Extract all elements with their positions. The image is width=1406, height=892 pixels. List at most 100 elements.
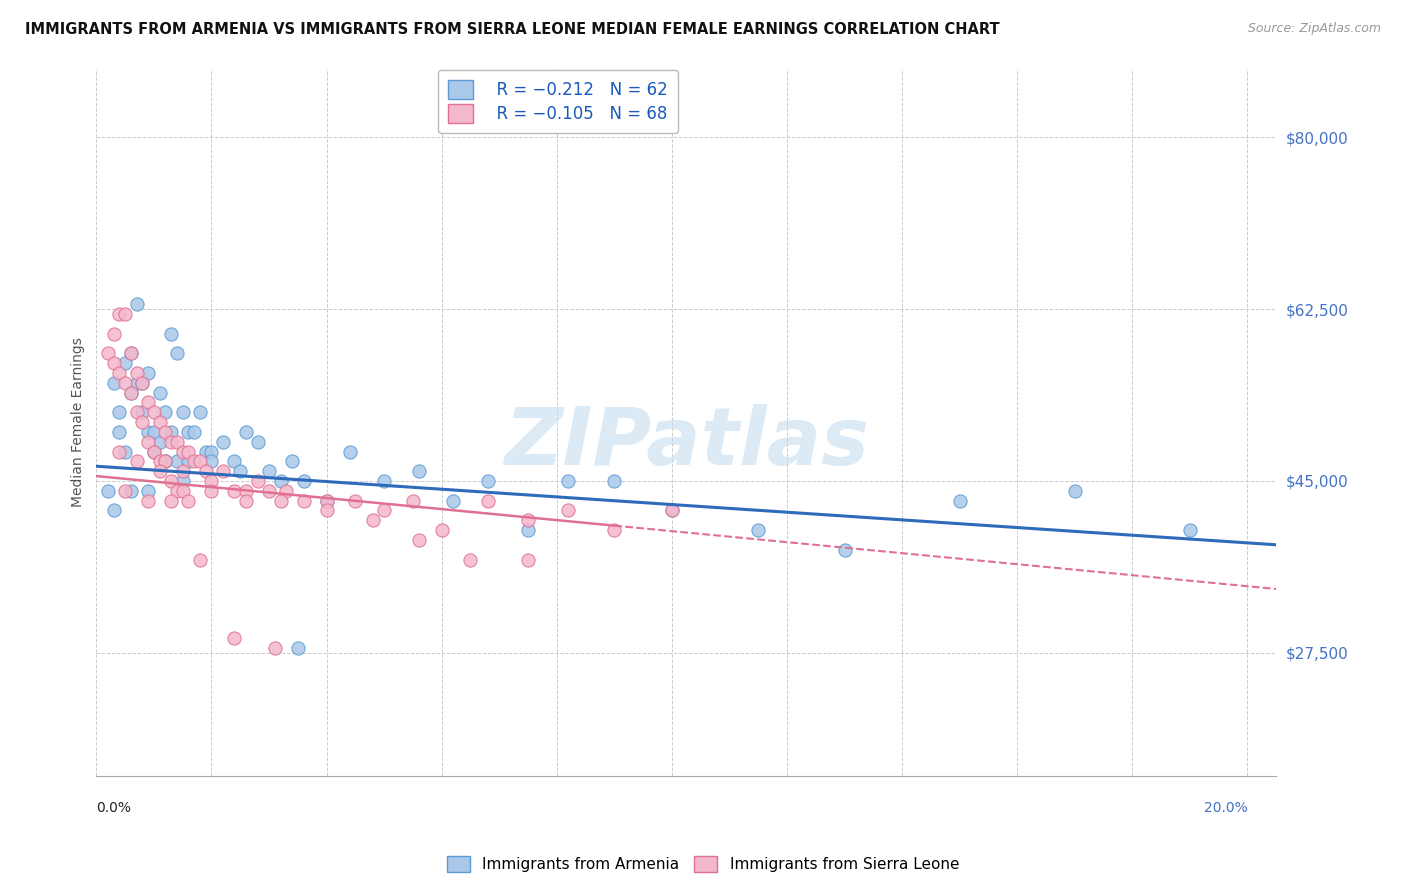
Point: [200, 454, 222, 468]
Point: [517, 523, 540, 537]
Point: [188, 552, 211, 566]
Point: [949, 493, 972, 508]
Point: [108, 307, 131, 321]
Point: [557, 474, 579, 488]
Point: [131, 376, 153, 390]
Point: [136, 493, 159, 508]
Point: [103, 326, 125, 341]
Point: [1063, 483, 1085, 498]
Point: [155, 454, 177, 468]
Point: [315, 503, 337, 517]
Point: [315, 493, 337, 508]
Point: [441, 493, 464, 508]
Point: [166, 483, 188, 498]
Point: [194, 444, 217, 458]
Point: [339, 444, 361, 458]
Point: [344, 493, 367, 508]
Point: [212, 434, 235, 449]
Point: [747, 523, 769, 537]
Point: [177, 425, 200, 439]
Point: [125, 297, 148, 311]
Point: [172, 474, 194, 488]
Point: [149, 385, 172, 400]
Text: IMMIGRANTS FROM ARMENIA VS IMMIGRANTS FROM SIERRA LEONE MEDIAN FEMALE EARNINGS C: IMMIGRANTS FROM ARMENIA VS IMMIGRANTS FR…: [25, 22, 1000, 37]
Point: [257, 464, 280, 478]
Point: [246, 474, 269, 488]
Point: [136, 395, 159, 409]
Point: [229, 464, 252, 478]
Point: [557, 503, 579, 517]
Point: [149, 464, 172, 478]
Point: [430, 523, 453, 537]
Point: [108, 405, 131, 419]
Point: [200, 474, 222, 488]
Point: [136, 483, 159, 498]
Point: [235, 425, 257, 439]
Point: [235, 493, 257, 508]
Point: [517, 552, 540, 566]
Point: [292, 493, 315, 508]
Point: [160, 326, 183, 341]
Point: [120, 346, 142, 360]
Legend:   R = −0.212   N = 62,   R = −0.105   N = 68: R = −0.212 N = 62, R = −0.105 N = 68: [437, 70, 678, 133]
Point: [149, 434, 172, 449]
Point: [149, 415, 172, 429]
Point: [166, 434, 188, 449]
Point: [114, 307, 136, 321]
Point: [125, 454, 148, 468]
Point: [361, 513, 384, 527]
Point: [131, 405, 153, 419]
Point: [177, 493, 200, 508]
Point: [136, 434, 159, 449]
Point: [188, 405, 211, 419]
Legend: Immigrants from Armenia, Immigrants from Sierra Leone: Immigrants from Armenia, Immigrants from…: [439, 848, 967, 880]
Point: [120, 483, 142, 498]
Point: [834, 542, 856, 557]
Point: [661, 503, 683, 517]
Point: [160, 474, 183, 488]
Point: [108, 366, 131, 380]
Point: [142, 444, 165, 458]
Point: [155, 454, 177, 468]
Point: [408, 533, 430, 547]
Point: [246, 434, 269, 449]
Point: [125, 366, 148, 380]
Point: [661, 503, 683, 517]
Point: [235, 483, 257, 498]
Point: [120, 385, 142, 400]
Point: [172, 483, 194, 498]
Point: [183, 454, 205, 468]
Point: [477, 474, 499, 488]
Point: [103, 356, 125, 370]
Point: [194, 464, 217, 478]
Point: [172, 444, 194, 458]
Point: [114, 376, 136, 390]
Point: [1178, 523, 1201, 537]
Point: [166, 346, 188, 360]
Point: [373, 503, 395, 517]
Point: [212, 464, 235, 478]
Point: [177, 454, 200, 468]
Point: [477, 493, 499, 508]
Point: [103, 376, 125, 390]
Point: [257, 483, 280, 498]
Point: [166, 454, 188, 468]
Point: [114, 483, 136, 498]
Point: [188, 454, 211, 468]
Point: [373, 474, 395, 488]
Point: [183, 425, 205, 439]
Point: [120, 346, 142, 360]
Point: [315, 493, 337, 508]
Point: [177, 444, 200, 458]
Point: [125, 405, 148, 419]
Text: 20.0%: 20.0%: [1204, 800, 1247, 814]
Point: [408, 464, 430, 478]
Point: [172, 405, 194, 419]
Point: [517, 513, 540, 527]
Point: [603, 474, 626, 488]
Point: [97, 483, 120, 498]
Point: [120, 385, 142, 400]
Point: [160, 434, 183, 449]
Point: [276, 483, 298, 498]
Point: [108, 444, 131, 458]
